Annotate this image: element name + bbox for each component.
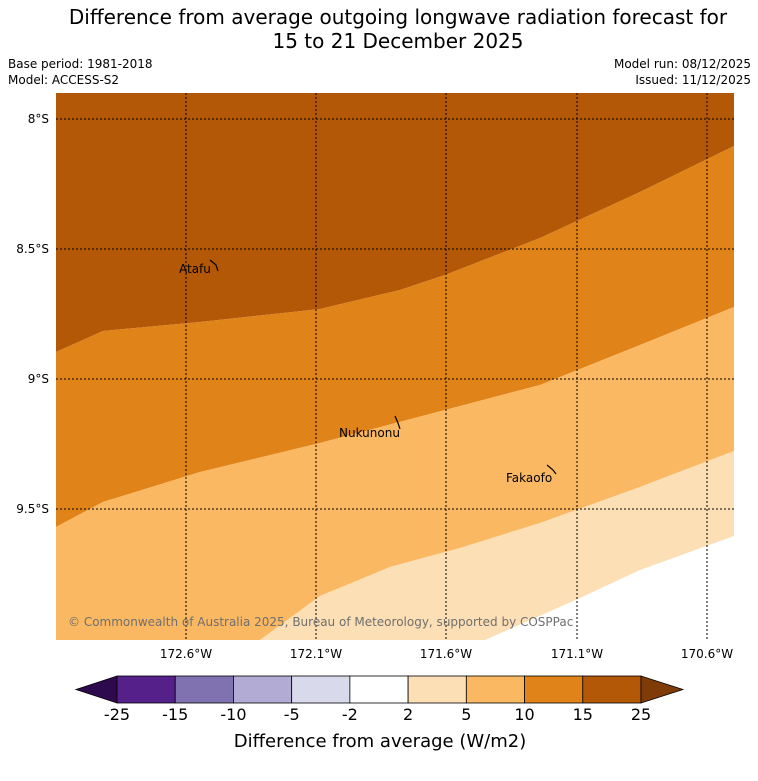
model-name: Model: ACCESS-S2	[8, 73, 120, 87]
issued-date: Issued: 11/12/2025	[635, 73, 751, 87]
colorbar-tick-label: -2	[342, 705, 358, 724]
base-period: Base period: 1981-2018	[8, 57, 153, 71]
colorbar-swatch	[349, 675, 409, 704]
colorbar-swatch	[465, 675, 525, 704]
place-fakaofo: Fakaofo	[506, 464, 557, 485]
colorbar-tick-label: -10	[220, 705, 246, 724]
longitude-labels: 172.6°W 172.1°W 171.6°W 171.1°W 170.6°W	[160, 647, 733, 661]
colorbar-tick-label: -15	[162, 705, 188, 724]
lat-label-9: 9°S	[28, 372, 49, 386]
title-line-2: 15 to 21 December 2025	[272, 29, 524, 53]
colorbar-swatch	[174, 675, 234, 704]
colorbar-extend-high	[640, 675, 685, 704]
colorbar-swatch	[291, 675, 351, 704]
band-10-15	[56, 146, 734, 527]
contour-fill	[56, 93, 734, 640]
islands: Atafu Nukunonu Fakaofo	[179, 259, 557, 485]
colorbar-swatch	[407, 675, 467, 704]
chart-title: Difference from average outgoing longwav…	[0, 5, 758, 53]
colorbar-tick-label: 25	[631, 705, 651, 724]
fakaofo-coastline	[546, 464, 557, 475]
place-nukunonu: Nukunonu	[339, 415, 401, 440]
gridlines	[56, 93, 734, 640]
colorbar-ticks: -25 -15 -10 -5 -2 2 5 10 15 25	[104, 705, 651, 724]
lon-label-171-1: 171.1°W	[551, 647, 603, 661]
title-line-1: Difference from average outgoing longwav…	[68, 5, 728, 29]
lon-label-172-1: 172.1°W	[290, 647, 342, 661]
meta-left: Base period: 1981-2018 Model: ACCESS-S2	[8, 56, 153, 88]
lon-label-171-6: 171.6°W	[420, 647, 472, 661]
colorbar-tick-label: -25	[104, 705, 130, 724]
copyright-notice: © Commonwealth of Australia 2025, Bureau…	[68, 615, 573, 629]
atafu-coastline	[209, 259, 219, 272]
colorbar-swatch	[233, 675, 293, 704]
place-atafu: Atafu	[179, 259, 219, 276]
colorbar-tick-label: 5	[461, 705, 471, 724]
colorbar	[74, 675, 685, 704]
latitude-labels: 8°S 8.5°S 9°S 9.5°S	[16, 112, 49, 516]
lon-label-172-6: 172.6°W	[160, 647, 212, 661]
band-5-10	[56, 307, 734, 640]
colorbar-tick-label: 2	[403, 705, 413, 724]
lon-label-170-6: 170.6°W	[681, 647, 733, 661]
colorbar-swatch	[116, 675, 176, 704]
lat-label-9-5: 9.5°S	[16, 502, 49, 516]
band-15-25	[56, 93, 734, 352]
band-2-5-light	[260, 451, 734, 640]
colorbar-tick-label: 15	[573, 705, 593, 724]
colorbar-tick-label: 10	[514, 705, 534, 724]
nukunonu-coastline	[394, 415, 401, 430]
atafu-label: Atafu	[179, 262, 211, 276]
fakaofo-label: Fakaofo	[506, 471, 552, 485]
colorbar-swatch	[582, 675, 642, 704]
colorbar-tick-label: -5	[284, 705, 300, 724]
colorbar-extend-low	[74, 675, 118, 704]
meta-right: Model run: 08/12/2025 Issued: 11/12/2025	[614, 56, 751, 88]
colorbar-swatch	[524, 675, 584, 704]
lat-label-8-5: 8.5°S	[16, 242, 49, 256]
lat-label-8: 8°S	[28, 112, 49, 126]
model-run: Model run: 08/12/2025	[613, 57, 751, 71]
colorbar-title: Difference from average (W/m2)	[234, 731, 526, 752]
nukunonu-label: Nukunonu	[339, 426, 400, 440]
